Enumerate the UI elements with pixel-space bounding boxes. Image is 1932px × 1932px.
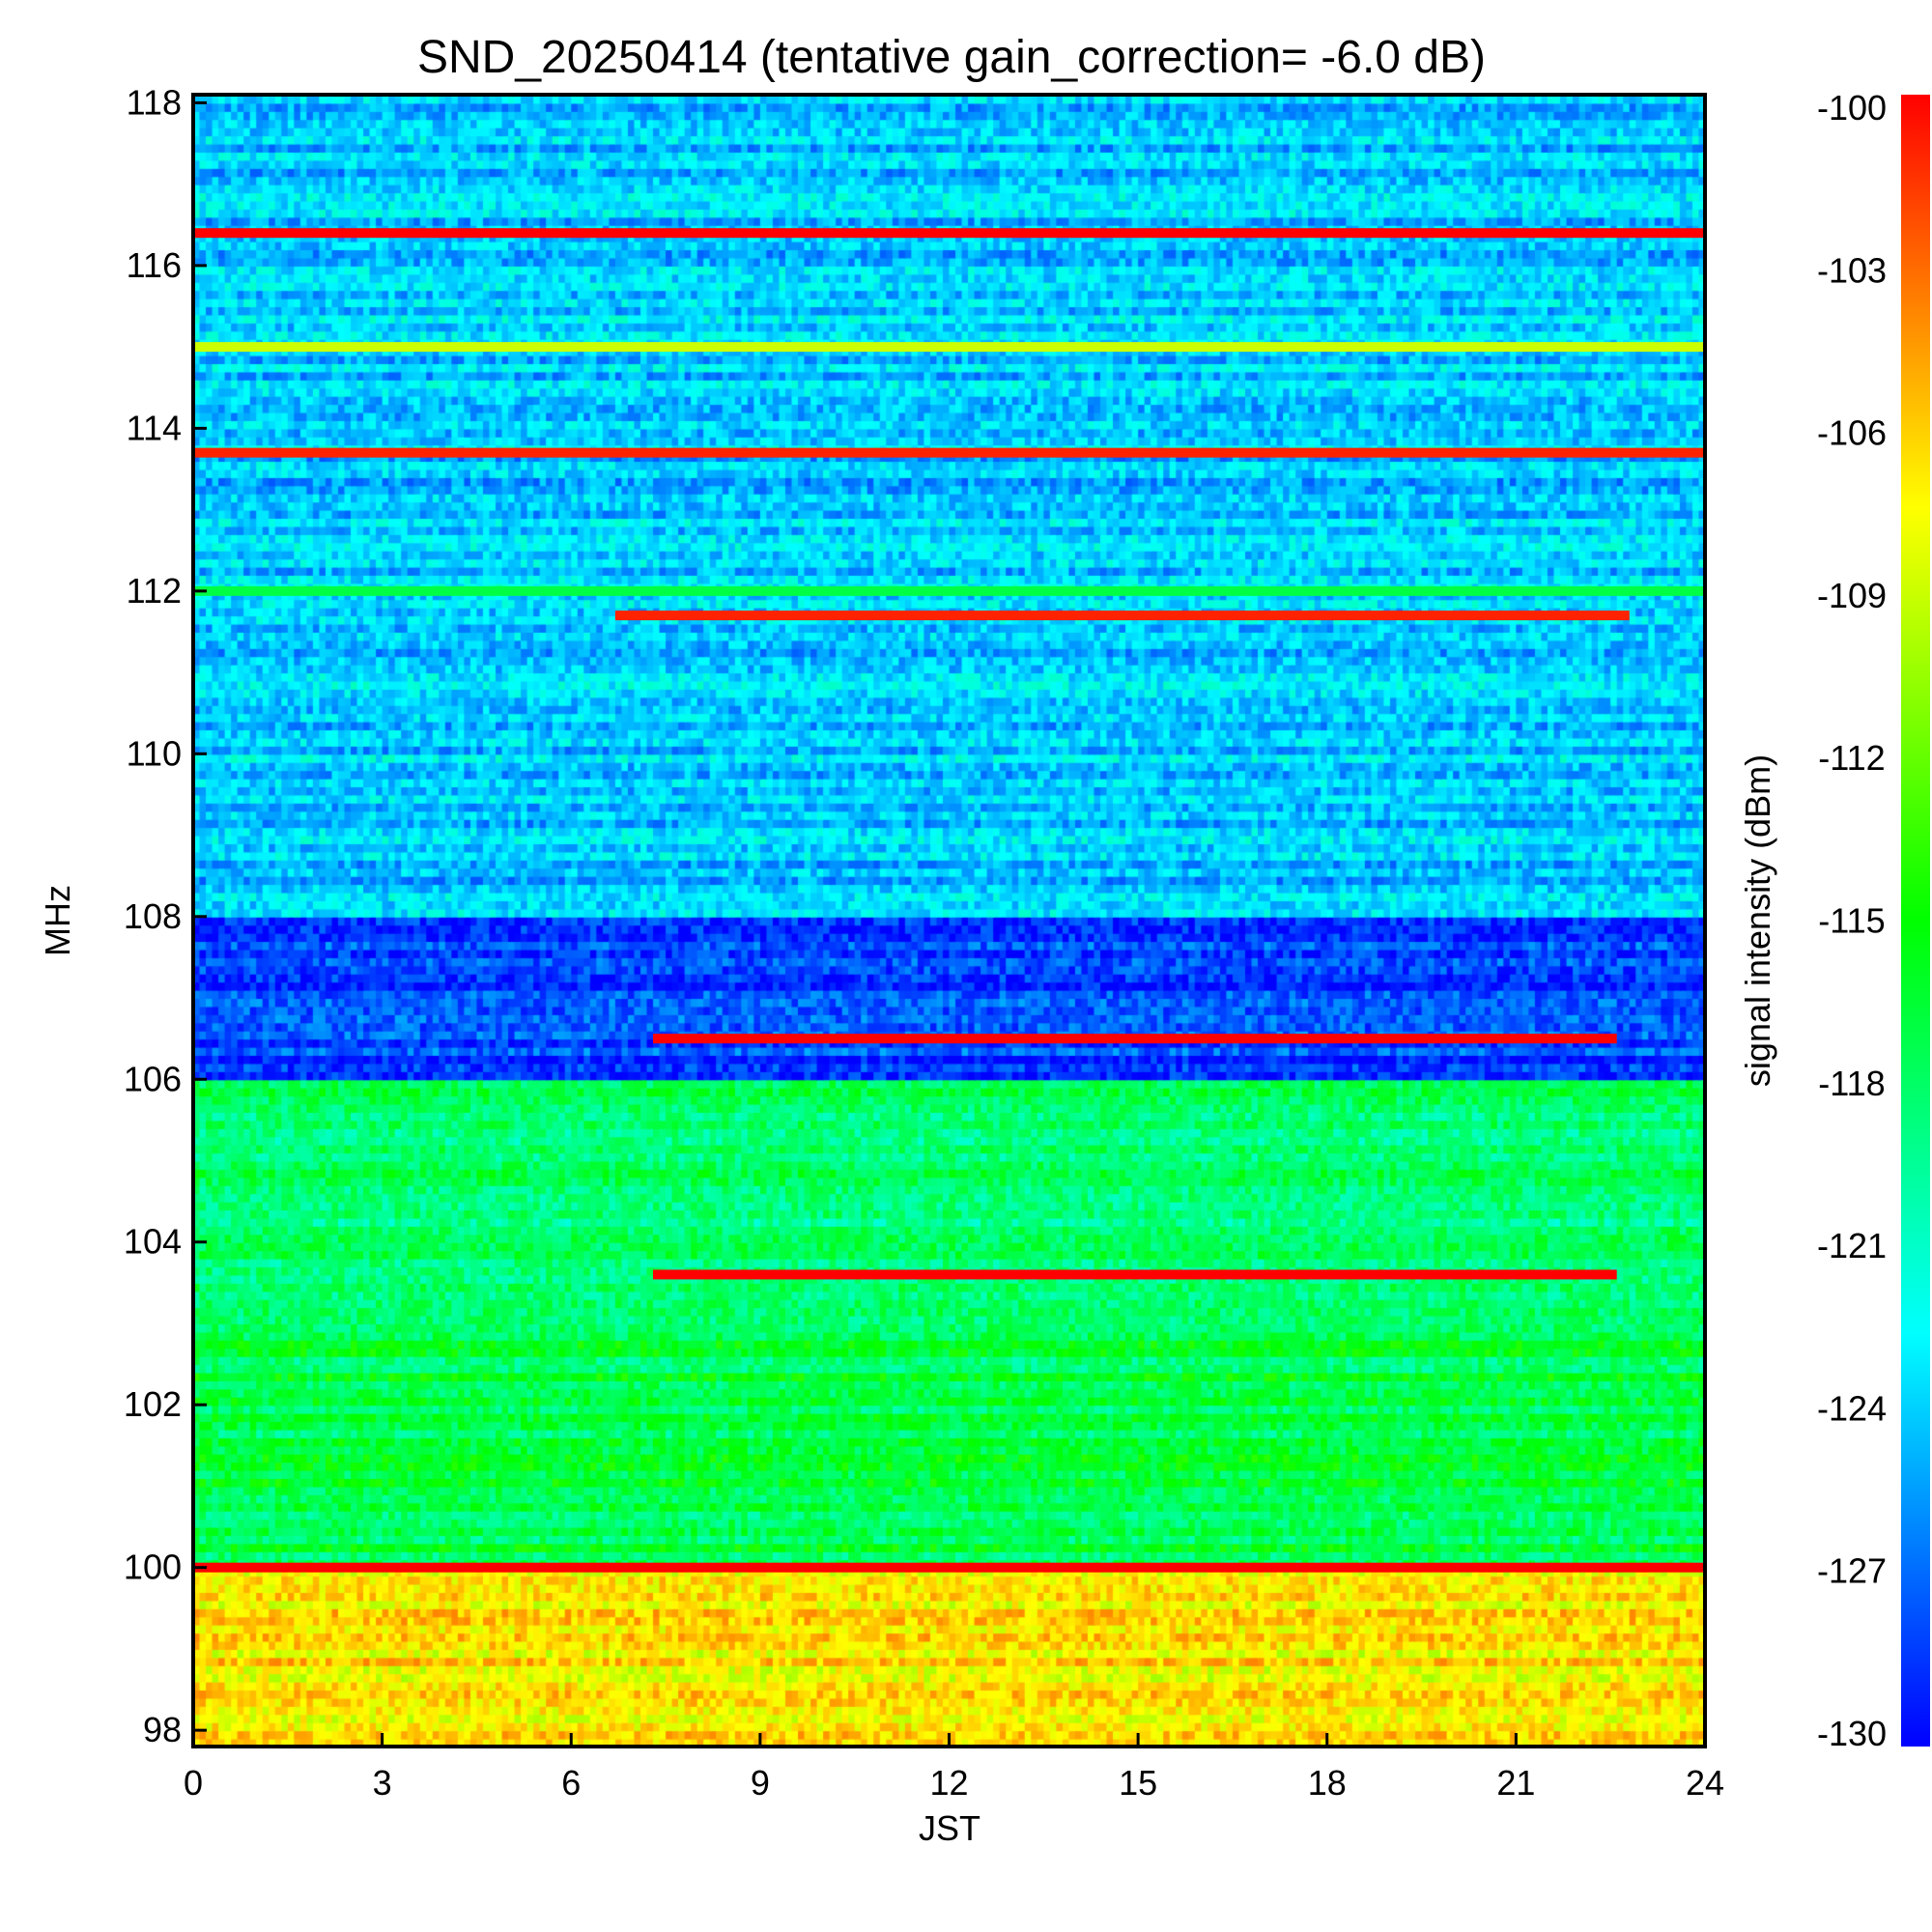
signal-band bbox=[614, 611, 1630, 621]
signal-band bbox=[193, 447, 1705, 458]
signal-band bbox=[193, 342, 1705, 353]
y-tick-label: 108 bbox=[124, 896, 182, 936]
colorbar-tick-label: -121 bbox=[1817, 1226, 1887, 1265]
colorbar-tick-label: -106 bbox=[1817, 413, 1887, 453]
x-tick-label: 15 bbox=[1119, 1763, 1157, 1803]
colorbar-tick-label: -124 bbox=[1817, 1388, 1887, 1428]
y-axis-ticks: 98 100 102 104 106 108 110 112 114 116 118 bbox=[124, 82, 207, 1749]
x-tick-label: 3 bbox=[373, 1763, 392, 1803]
colorbar-tick-label: -103 bbox=[1817, 250, 1887, 290]
signal-band bbox=[193, 1562, 1705, 1573]
x-tick-label: 12 bbox=[929, 1763, 968, 1803]
colorbar-tick-label: -112 bbox=[1818, 738, 1885, 778]
colorbar-tick-label: -127 bbox=[1817, 1551, 1887, 1591]
y-tick-label: 116 bbox=[127, 245, 182, 285]
y-tick-label: 102 bbox=[124, 1384, 182, 1424]
y-tick-label: 106 bbox=[124, 1059, 182, 1098]
colorbar-tick-label: -115 bbox=[1818, 901, 1885, 941]
colorbar-tick-label: -118 bbox=[1818, 1064, 1885, 1103]
y-tick-label: 104 bbox=[124, 1222, 182, 1262]
x-tick-label: 24 bbox=[1686, 1763, 1724, 1803]
y-tick-label: 112 bbox=[127, 571, 182, 611]
signal-band bbox=[193, 228, 1705, 239]
x-tick-label: 21 bbox=[1496, 1763, 1535, 1803]
y-tick-label: 114 bbox=[127, 408, 182, 447]
signal-band bbox=[193, 585, 1705, 596]
y-tick-label: 110 bbox=[127, 733, 182, 773]
chart-title: SND_20250414 (tentative gain_correction=… bbox=[417, 32, 1486, 83]
heatmap-cells bbox=[193, 95, 1705, 1747]
spectrogram-heatmap bbox=[193, 95, 1705, 1747]
colorbar-label: signal intensity (dBm) bbox=[1738, 754, 1777, 1087]
signal-band bbox=[653, 1269, 1617, 1280]
x-axis-ticks: 0 3 6 9 12 15 18 21 24 bbox=[184, 1733, 1724, 1803]
y-tick-label: 98 bbox=[143, 1710, 182, 1749]
colorbar bbox=[1901, 95, 1930, 1747]
x-tick-label: 6 bbox=[561, 1763, 581, 1803]
y-axis-label: MHz bbox=[38, 885, 77, 956]
x-tick-label: 18 bbox=[1308, 1763, 1347, 1803]
y-tick-label: 100 bbox=[124, 1548, 182, 1587]
colorbar-ticks: -130 -127 -124 -121 -118 -115 -112 -109 -106 -103… bbox=[1817, 88, 1887, 1753]
y-tick-label: 118 bbox=[127, 82, 182, 122]
x-tick-label: 0 bbox=[184, 1763, 203, 1803]
colorbar-tick-label: -109 bbox=[1817, 576, 1887, 615]
x-tick-label: 9 bbox=[751, 1763, 770, 1803]
x-axis-label: JST bbox=[919, 1808, 980, 1848]
colorbar-tick-label: -100 bbox=[1817, 88, 1887, 128]
signal-band bbox=[653, 1034, 1617, 1044]
colorbar-tick-label: -130 bbox=[1817, 1714, 1887, 1753]
